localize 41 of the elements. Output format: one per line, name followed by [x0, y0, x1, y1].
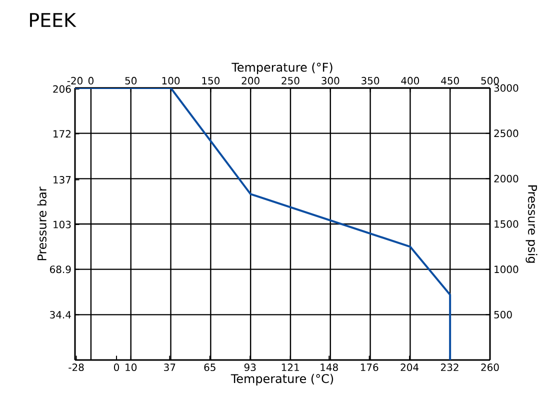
x2-tick-label: 500 [481, 76, 499, 84]
x2-tick-label: 200 [242, 76, 260, 84]
x-tick-label: 260 [481, 364, 499, 372]
x-axis-title: Temperature (°C) [230, 374, 334, 386]
y2-tick-label: 1500 [494, 220, 518, 228]
y-tick-label: 206 [53, 85, 71, 93]
x2-tick-label: 450 [441, 76, 459, 84]
x2-tick-label: 100 [162, 76, 180, 84]
y-tick-label: 34.4 [50, 310, 71, 319]
x-tick-label: 93 [244, 364, 256, 372]
y2-tick-label: 3000 [494, 84, 518, 92]
x-tick-label: 10 [126, 364, 137, 372]
x-tick-label: 176 [360, 364, 378, 372]
x2-tick-label: -20 [67, 76, 82, 84]
y2-axis-title: Pressure psig [526, 185, 538, 263]
chart-title: PEEK [30, 13, 76, 27]
x-tick-label: 121 [282, 364, 299, 371]
x-tick-label: -28 [68, 364, 84, 372]
x-tick-label: 0 [114, 364, 120, 372]
x2-tick-label: 150 [202, 76, 220, 84]
x2-tick-label: 0 [88, 76, 94, 84]
y2-tick-label: 2000 [494, 174, 518, 182]
y-tick-label: 172 [54, 130, 70, 138]
x-tick-label: 204 [400, 364, 419, 372]
x2-tick-label: 300 [322, 76, 340, 84]
x2-tick-label: 400 [401, 76, 420, 84]
y2-tick-label: 1000 [494, 266, 518, 274]
y2-tick-label: 500 [494, 310, 512, 318]
y-tick-label: 103 [54, 220, 71, 228]
x2-tick-label: 350 [362, 76, 380, 84]
x-tick-label: 65 [204, 364, 216, 372]
x-tick-label: 232 [441, 364, 458, 372]
x2-tick-label: 250 [282, 76, 300, 84]
y-tick-label: 68.9 [50, 266, 71, 274]
y-axis-title: Pressure bar [37, 186, 46, 260]
x2-tick-label: 50 [125, 76, 137, 84]
y2-tick-label: 2500 [494, 130, 518, 138]
x-tick-label: 37 [164, 364, 176, 372]
x2-axis-title: Temperature (°F) [232, 62, 332, 74]
y-tick-label: 137 [54, 176, 71, 184]
x-tick-label: 148 [320, 364, 338, 372]
